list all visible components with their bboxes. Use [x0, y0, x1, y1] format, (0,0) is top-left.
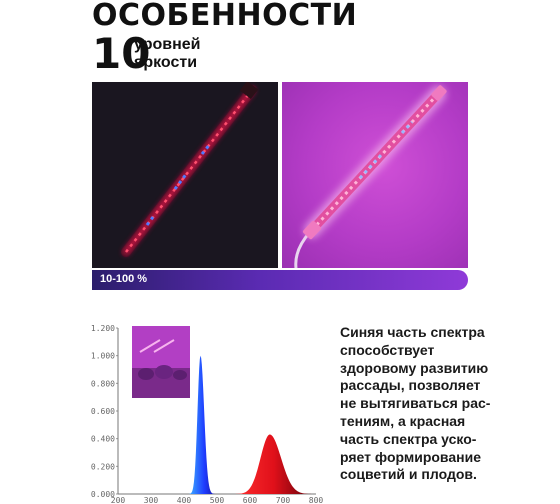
y-tick-label: 1.000 — [91, 352, 115, 361]
lamp-photo-bright — [282, 82, 468, 268]
section-title: ОСОБЕННОСТИ — [92, 0, 358, 33]
description-line: часть спектра уско- — [340, 430, 477, 447]
description-line: не вытягиваться рас- — [340, 395, 491, 412]
brightness-range-bar: 10-100 % — [92, 270, 468, 290]
description-line: рассады, позволяет — [340, 377, 481, 394]
spectrum-chart: 0.000 0.200 0.400 0.600 0.800 1.000 1.200 200 3… — [91, 324, 324, 504]
brightness-range-label: 10-100 % — [100, 273, 148, 285]
brightness-label: уровней яркости — [134, 36, 200, 72]
x-tick-label: 700 — [276, 496, 291, 504]
lamp-dim-illustration — [121, 82, 259, 257]
y-tick-label: 0.000 — [91, 490, 115, 499]
y-tick-label: 0.200 — [91, 462, 115, 471]
blue-spectrum-peak — [188, 355, 216, 494]
x-tick-label: 800 — [309, 496, 324, 504]
x-axis-ticks: 200 300 400 500 600 700 800 — [111, 496, 324, 504]
y-tick-label: 0.800 — [91, 379, 115, 388]
y-tick-label: 1.200 — [91, 324, 115, 333]
description-line: Синяя часть спектра — [340, 324, 485, 340]
red-spectrum-peak — [232, 434, 315, 494]
spectrum-description: Синяя часть спектра способствует здорово… — [340, 324, 550, 484]
brightness-label-line1: уровней — [134, 36, 201, 53]
lamp-bright-illustration — [294, 85, 447, 268]
inset-photo — [132, 326, 190, 398]
description-line: здоровому развитию — [340, 359, 489, 376]
description-line: тениям, а красная — [340, 412, 466, 429]
y-axis-ticks: 0.000 0.200 0.400 0.600 0.800 1.000 1.200 — [91, 324, 118, 499]
y-tick-label: 0.400 — [91, 435, 115, 444]
x-tick-label: 300 — [144, 496, 159, 504]
description-line: способствует — [340, 341, 435, 358]
description-line: ряет формирование — [340, 448, 481, 465]
x-tick-label: 500 — [210, 496, 225, 504]
x-tick-label: 200 — [111, 496, 126, 504]
brightness-count: 10 — [92, 29, 151, 78]
y-tick-label: 0.600 — [91, 407, 115, 416]
description-line: соцветий и плодов. — [340, 466, 477, 483]
brightness-label-line2: яркости — [134, 54, 198, 71]
x-tick-label: 400 — [177, 496, 192, 504]
x-tick-label: 600 — [243, 496, 258, 504]
lamp-photo-dim — [92, 82, 278, 268]
